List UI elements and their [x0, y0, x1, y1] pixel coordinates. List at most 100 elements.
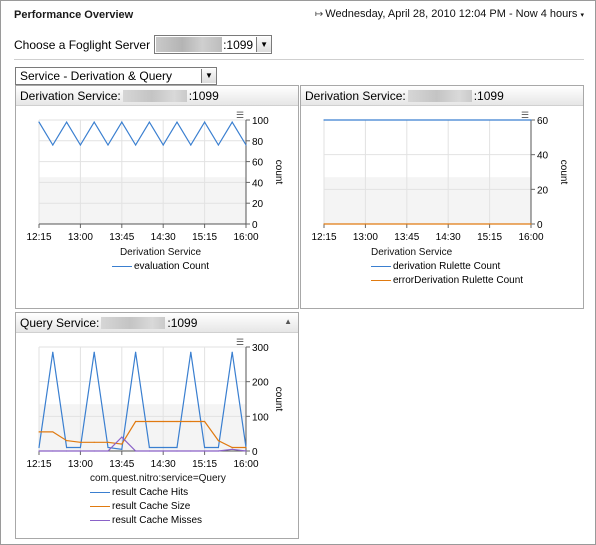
data-point — [93, 441, 95, 443]
data-point — [148, 446, 150, 449]
y-axis-label: count — [558, 160, 569, 185]
chart-legend: Derivation Service evaluation Count — [112, 247, 209, 275]
chevron-down-icon[interactable]: ▾ — [580, 12, 584, 19]
x-tick-label: 12:15 — [26, 232, 51, 243]
data-point — [121, 436, 123, 438]
y-tick-label: 20 — [252, 199, 264, 210]
chart-menu-icon[interactable]: ☰ — [236, 337, 244, 347]
y-tick-label: 0 — [537, 220, 543, 231]
data-point — [162, 446, 164, 449]
data-point — [79, 441, 81, 443]
panel-header: Query Service: :1099 — [16, 313, 298, 333]
legend-item: errorDerivation Rulette Count — [371, 275, 523, 286]
data-point — [176, 450, 178, 452]
y-tick-label: 100 — [252, 412, 269, 423]
server-select[interactable]: :1099 ▼ — [154, 35, 273, 54]
data-point — [530, 223, 532, 225]
legend-swatch — [371, 280, 391, 281]
data-point — [66, 450, 68, 452]
series-line — [39, 420, 246, 449]
data-point — [231, 121, 233, 123]
server-label: Choose a Foglight Server — [14, 37, 151, 52]
query-cache-chart: 12:15 13:00 13:45 14:30 15:15 16:000 100 200 300… — [26, 337, 284, 470]
data-point — [190, 144, 192, 146]
view-select[interactable]: Service - Derivation & Query ▼ — [15, 67, 217, 85]
host-redacted — [101, 316, 166, 329]
data-point — [176, 446, 178, 449]
legend-item: result Cache Misses — [90, 515, 226, 526]
data-point — [107, 446, 109, 449]
data-point — [135, 351, 137, 353]
data-point — [121, 448, 123, 450]
data-point — [176, 121, 178, 123]
x-tick-label: 15:15 — [477, 232, 502, 243]
series-line — [38, 120, 247, 147]
chevron-down-icon[interactable]: ▼ — [256, 37, 272, 52]
x-tick-label: 14:30 — [151, 459, 176, 470]
data-point — [217, 440, 219, 442]
panel-title-port: :1099 — [473, 88, 504, 103]
server-port: :1099 — [223, 37, 254, 52]
x-tick-label: 15:15 — [192, 459, 217, 470]
data-point — [245, 144, 247, 146]
data-point — [530, 119, 532, 121]
y-tick-label: 100 — [252, 116, 269, 127]
data-point — [38, 450, 40, 452]
plot-shade — [324, 177, 531, 224]
legend-title: Derivation Service — [371, 247, 453, 258]
data-point — [93, 351, 95, 353]
data-point — [162, 420, 164, 423]
y-tick-label: 300 — [252, 343, 269, 354]
legend-swatch — [90, 506, 110, 507]
y-tick-label: 60 — [252, 158, 264, 169]
data-point — [93, 450, 95, 452]
legend-item: evaluation Count — [112, 261, 209, 272]
query-service-panel: Query Service: :1099 ▲ 12:15 13:00 13:45 14… — [15, 312, 299, 539]
x-tick-label: 13:45 — [109, 459, 134, 470]
y-tick-label: 40 — [252, 178, 264, 189]
series-line — [38, 352, 247, 450]
legend-title: Derivation Service — [119, 247, 202, 258]
data-point — [66, 121, 68, 123]
host-redacted — [407, 89, 472, 102]
data-point — [66, 440, 68, 442]
refresh-icon[interactable]: ↦ — [314, 9, 324, 20]
data-point — [66, 446, 68, 449]
data-point — [162, 144, 164, 146]
derivation-service-panel-1: Derivation Service: :1099 12:15 13:00 13:4… — [15, 85, 299, 309]
data-point — [204, 446, 206, 449]
data-point — [107, 144, 109, 146]
legend-label: errorDerivation Rulette Count — [393, 275, 524, 286]
x-tick-label: 13:45 — [394, 232, 419, 243]
data-point — [79, 144, 81, 146]
chart-menu-icon[interactable]: ☰ — [236, 110, 244, 120]
series-line — [39, 436, 247, 452]
data-point — [190, 420, 192, 423]
data-point — [176, 420, 178, 423]
data-point — [135, 450, 137, 452]
y-axis-label: count — [273, 160, 284, 185]
page-title: Performance Overview — [14, 9, 134, 21]
chart-menu-icon[interactable]: ☰ — [521, 110, 529, 120]
data-point — [245, 450, 247, 452]
panel-title-port: :1099 — [167, 315, 198, 330]
data-point — [107, 441, 109, 443]
data-point — [148, 450, 150, 452]
x-tick-label: 16:00 — [518, 232, 543, 243]
x-tick-label: 12:15 — [311, 232, 336, 243]
data-point — [121, 121, 123, 123]
legend-swatch — [90, 492, 110, 493]
collapse-icon[interactable]: ▲ — [284, 317, 292, 326]
chart-legend: com.quest.nitro:service=Query result Cac… — [90, 473, 226, 529]
data-point — [217, 144, 219, 146]
chevron-down-icon[interactable]: ▼ — [201, 69, 216, 83]
data-point — [217, 450, 219, 452]
x-tick-label: 13:00 — [68, 459, 93, 470]
time-range-link[interactable]: ↦ Wednesday, April 28, 2010 12:04 PM - No… — [315, 8, 584, 20]
time-range-text[interactable]: Wednesday, April 28, 2010 12:04 PM - Now… — [325, 8, 578, 20]
data-point — [52, 450, 54, 452]
plot-shade — [39, 404, 246, 451]
legend-item: result Cache Hits — [90, 487, 226, 498]
data-point — [107, 450, 109, 452]
data-point — [52, 144, 54, 146]
